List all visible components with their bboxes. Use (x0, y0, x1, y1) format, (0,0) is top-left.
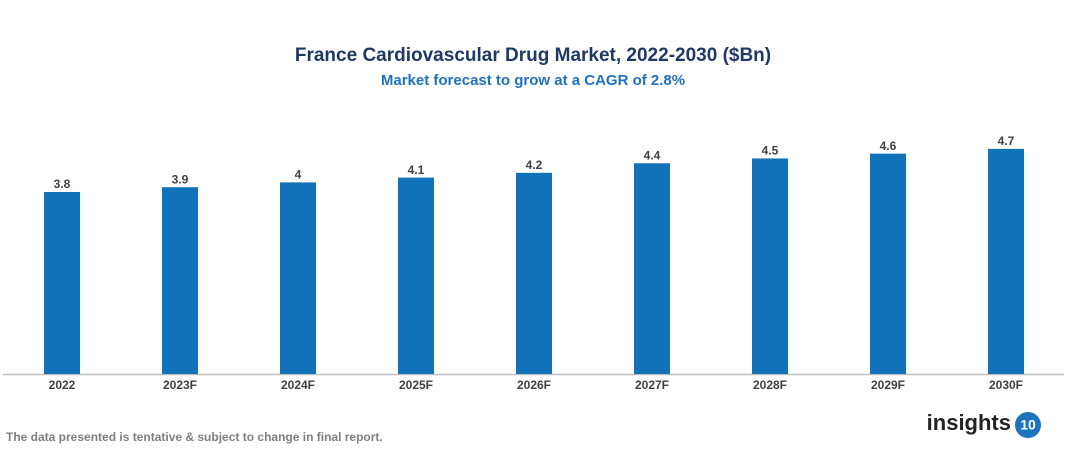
bar (516, 172, 552, 374)
logo-badge: 10 (1020, 417, 1036, 433)
value-label: 4.4 (644, 148, 661, 162)
x-tick-label: 2028F (753, 378, 787, 392)
value-label: 4.7 (998, 134, 1015, 148)
value-label: 4.6 (880, 139, 897, 153)
bar (398, 177, 434, 374)
value-label: 4 (295, 168, 302, 182)
chart-title: France Cardiovascular Drug Market, 2022-… (295, 45, 771, 66)
bar (162, 187, 198, 374)
value-label: 4.1 (408, 163, 425, 177)
value-label: 4.2 (526, 158, 543, 172)
x-tick-label: 2025F (399, 378, 433, 392)
value-label: 3.9 (172, 172, 189, 186)
bar (44, 191, 80, 374)
logo-text: insights (927, 410, 1011, 435)
x-tick-label: 2022 (49, 378, 76, 392)
x-tick-label: 2026F (517, 378, 551, 392)
value-label: 4.5 (762, 144, 779, 158)
logo-badge-circle (1015, 412, 1041, 438)
bar (870, 153, 906, 374)
x-tick-label: 2030F (989, 378, 1023, 392)
x-tick-label: 2024F (281, 378, 315, 392)
bar (752, 158, 788, 374)
bar (280, 182, 316, 374)
bar (634, 163, 670, 374)
chart-subtitle: Market forecast to grow at a CAGR of 2.8… (381, 72, 685, 89)
x-tick-label: 2027F (635, 378, 669, 392)
footnote: The data presented is tentative & subjec… (6, 430, 383, 444)
x-tick-label: 2029F (871, 378, 905, 392)
x-tick-label: 2023F (163, 378, 197, 392)
value-label: 3.8 (54, 177, 71, 191)
bar (988, 148, 1024, 374)
